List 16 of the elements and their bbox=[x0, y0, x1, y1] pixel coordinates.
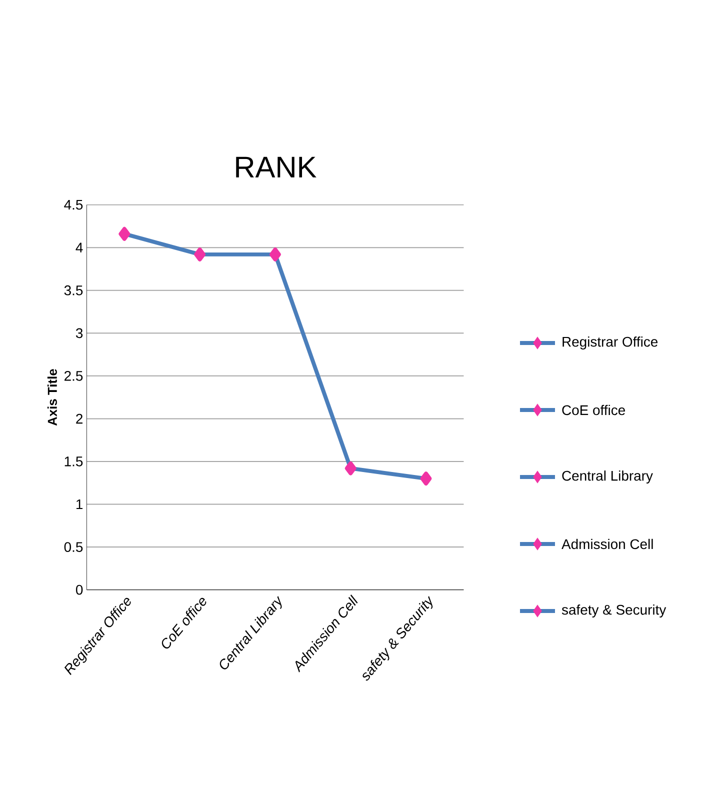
y-tick-label: 4.5 bbox=[64, 200, 83, 210]
y-tick-label: 1.5 bbox=[64, 456, 83, 466]
y-tick-label: 2 bbox=[76, 414, 82, 424]
y-tick-label: 0.5 bbox=[64, 542, 83, 552]
category-label: Admission Cell bbox=[562, 538, 653, 550]
y-tick-label: 0 bbox=[76, 584, 83, 595]
y-tick-label: 2.5 bbox=[64, 370, 83, 381]
category-label: CoE office bbox=[562, 404, 625, 416]
category-label: Central Library bbox=[562, 470, 653, 484]
chart-title: RANK bbox=[236, 156, 316, 178]
y-tick-label: 3 bbox=[76, 328, 83, 338]
y-axis-title: Axis Title bbox=[47, 369, 57, 426]
y-tick-label: 3.5 bbox=[64, 285, 83, 296]
y-tick-label: 1 bbox=[76, 499, 83, 510]
y-tick-label: 4 bbox=[76, 242, 83, 252]
category-label: Registrar Office bbox=[562, 336, 658, 350]
